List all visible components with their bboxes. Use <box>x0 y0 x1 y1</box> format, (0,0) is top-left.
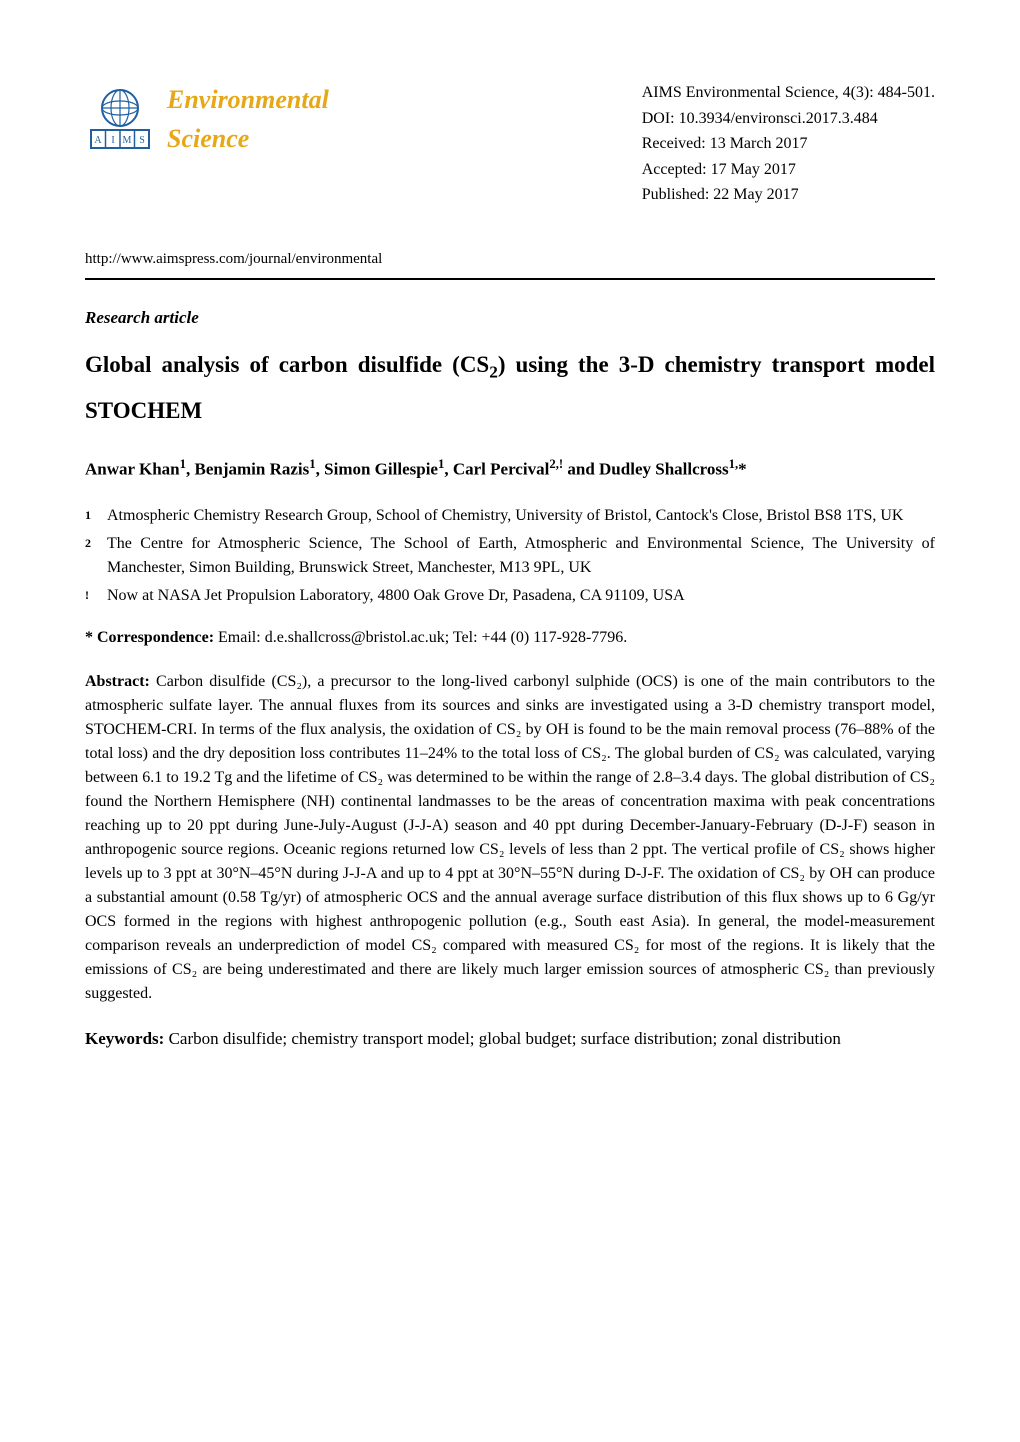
affiliation-item: 1Atmospheric Chemistry Research Group, S… <box>85 504 935 528</box>
authors-list: Anwar Khan1, Benjamin Razis1, Simon Gill… <box>85 455 935 482</box>
article-title: Global analysis of carbon disulfide (CS2… <box>85 343 935 433</box>
accepted-line: Accepted: 17 May 2017 <box>642 157 935 183</box>
journal-logo: A I M S Environmental Science <box>85 80 329 158</box>
published-line: Published: 22 May 2017 <box>642 182 935 208</box>
title-subscript: 2 <box>489 363 498 382</box>
article-type: Research article <box>85 305 935 331</box>
globe-logo-icon: A I M S <box>85 84 155 154</box>
affiliations-list: 1Atmospheric Chemistry Research Group, S… <box>85 504 935 608</box>
received-line: Received: 13 March 2017 <box>642 131 935 157</box>
svg-text:S: S <box>139 135 145 146</box>
keywords-text: Carbon disulfide; chemistry transport mo… <box>164 1029 841 1048</box>
affiliation-marker: 2 <box>85 532 107 580</box>
affiliation-marker: 1 <box>85 504 107 528</box>
abstract-label: Abstract: <box>85 673 150 690</box>
affiliation-item: 2The Centre for Atmospheric Science, The… <box>85 532 935 580</box>
affiliation-text: Now at NASA Jet Propulsion Laboratory, 4… <box>107 584 685 608</box>
keywords: Keywords: Carbon disulfide; chemistry tr… <box>85 1026 935 1052</box>
title-part1: Global analysis of carbon disulfide (CS <box>85 352 489 377</box>
svg-text:I: I <box>111 135 114 146</box>
correspondence-text: Email: d.e.shallcross@bristol.ac.uk; Tel… <box>214 629 627 646</box>
journal-title-line2: Science <box>167 119 329 158</box>
affiliation-marker: ! <box>85 584 107 608</box>
header-row: A I M S Environmental Science AIMS Envir… <box>85 80 935 208</box>
citation-line: AIMS Environmental Science, 4(3): 484-50… <box>642 80 935 106</box>
abstract-text: Carbon disulfide (CS₂), a precursor to t… <box>85 673 935 1002</box>
correspondence: * Correspondence: Email: d.e.shallcross@… <box>85 626 935 650</box>
article-metadata: AIMS Environmental Science, 4(3): 484-50… <box>642 80 935 208</box>
journal-url: http://www.aimspress.com/journal/environ… <box>85 248 935 271</box>
affiliation-item: !Now at NASA Jet Propulsion Laboratory, … <box>85 584 935 608</box>
svg-text:M: M <box>123 135 132 146</box>
affiliation-text: Atmospheric Chemistry Research Group, Sc… <box>107 504 903 528</box>
doi-line: DOI: 10.3934/environsci.2017.3.484 <box>642 106 935 132</box>
keywords-label: Keywords: <box>85 1029 164 1048</box>
journal-name: Environmental Science <box>167 80 329 158</box>
divider-line <box>85 278 935 280</box>
journal-title-line1: Environmental <box>167 80 329 119</box>
abstract: Abstract: Carbon disulfide (CS₂), a prec… <box>85 670 935 1006</box>
correspondence-label: * Correspondence: <box>85 629 214 646</box>
svg-text:A: A <box>94 135 102 146</box>
affiliation-text: The Centre for Atmospheric Science, The … <box>107 532 935 580</box>
